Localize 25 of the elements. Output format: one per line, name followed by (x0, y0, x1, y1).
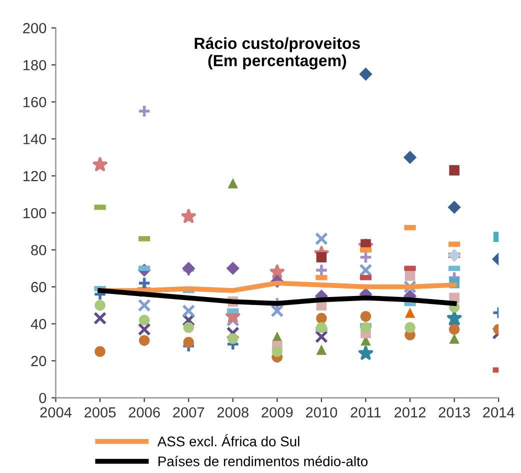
x-tick-label: 2006 (128, 407, 160, 418)
x-tick-label: 2014 (483, 407, 514, 418)
y-tick-label: 160 (24, 96, 46, 108)
y-tick-label: 20 (31, 356, 46, 366)
y-tick-label: 180 (24, 60, 46, 70)
y-tick-label: 80 (31, 244, 46, 256)
x-tick-label: 2013 (438, 407, 470, 418)
text: Rácio custo/proveitos (Em percentagem) (194, 37, 360, 70)
x-tick-label: 2010 (306, 407, 338, 418)
legend-label: ASS excl. África do Sul (157, 434, 300, 446)
y-tick-label: 60 (31, 282, 46, 292)
x-tick-label: 2007 (173, 407, 204, 418)
y-tick-label: 100 (24, 208, 46, 218)
x-tick-label: 2008 (217, 407, 248, 418)
y-tick-label: 140 (24, 134, 46, 144)
y-tick-label: 120 (24, 170, 46, 182)
x-tick-label: 2009 (262, 407, 293, 418)
y-tick-label: 40 (30, 318, 46, 330)
y-tick-label: 0 (39, 392, 46, 404)
y-tick-label: 200 (23, 23, 46, 34)
legend-label: Países de rendimentos médio-alto (158, 456, 368, 466)
x-tick-label: 2012 (394, 407, 426, 418)
x-tick-label: 2004 (40, 407, 72, 418)
x-tick-label: 2011 (350, 407, 381, 418)
x-tick-label: 2005 (84, 407, 116, 418)
